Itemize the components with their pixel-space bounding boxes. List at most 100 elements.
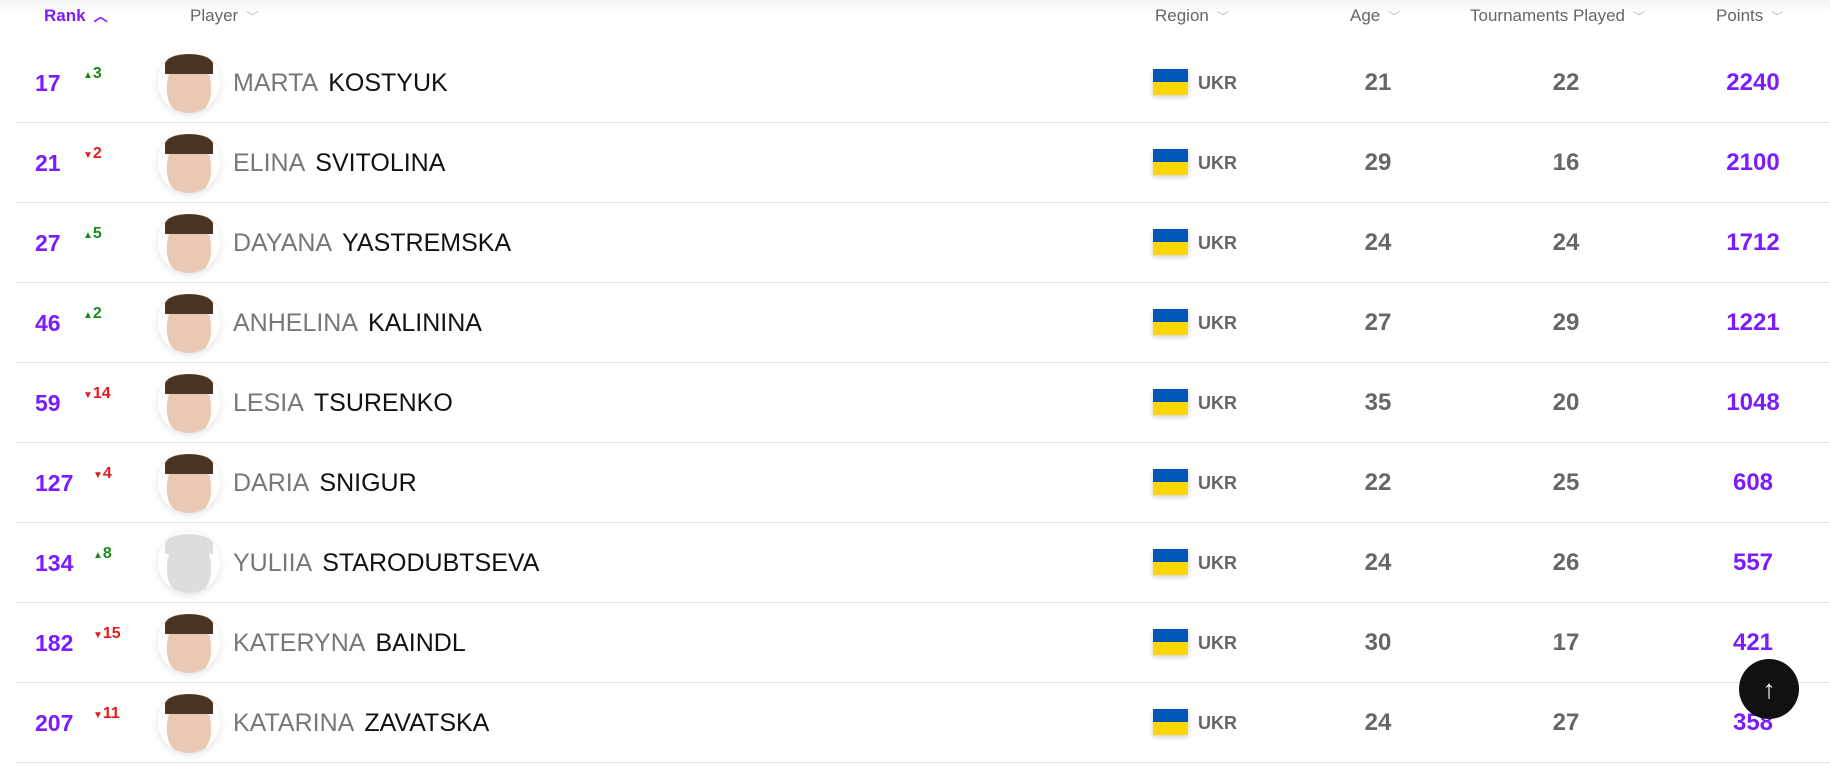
triangle-down-icon: ▼ bbox=[83, 150, 93, 161]
scroll-to-top-button[interactable]: ↑ bbox=[1739, 659, 1799, 719]
table-header: Rank ︿ Player ﹀ Region ﹀ Age ﹀ Tournaments P… bbox=[0, 0, 1830, 40]
table-row[interactable]: 182 ▼15 KATERYNA BAINDL UKR 30 17 421 bbox=[15, 603, 1830, 683]
sort-region[interactable]: Region ﹀ bbox=[1155, 6, 1229, 26]
points: 1048 bbox=[1726, 389, 1780, 416]
avatar[interactable] bbox=[158, 371, 220, 433]
ukraine-flag-icon bbox=[1153, 309, 1188, 335]
rank: 21 bbox=[35, 150, 61, 176]
sort-player[interactable]: Player ﹀ bbox=[190, 6, 258, 26]
age: 24 bbox=[1364, 229, 1392, 256]
table-row[interactable]: 21 ▼2 ELINA SVITOLINA UKR 29 16 2100 bbox=[15, 123, 1830, 203]
chevron-down-icon: ﹀ bbox=[1216, 9, 1229, 24]
rank-change: ▼2 bbox=[83, 145, 102, 163]
age: 21 bbox=[1364, 69, 1392, 96]
rank-change: ▼11 bbox=[93, 705, 120, 723]
last-name: YASTREMSKA bbox=[342, 229, 512, 257]
avatar[interactable] bbox=[158, 131, 220, 193]
first-name: DAYANA bbox=[233, 229, 333, 257]
region: UKR bbox=[1198, 153, 1237, 173]
sort-rank[interactable]: Rank ︿ bbox=[44, 6, 108, 26]
avatar[interactable] bbox=[158, 291, 220, 353]
triangle-down-icon: ▼ bbox=[83, 390, 93, 401]
avatar[interactable] bbox=[158, 691, 220, 753]
avatar[interactable] bbox=[158, 611, 220, 673]
rank-change-value: 4 bbox=[102, 465, 112, 482]
table-row[interactable]: 207 ▼11 KATARINA ZAVATSKA UKR 24 27 358 bbox=[15, 683, 1830, 763]
ukraine-flag-icon bbox=[1153, 469, 1188, 495]
rank-change: ▼4 bbox=[93, 465, 112, 483]
age-header-label: Age bbox=[1350, 6, 1381, 25]
player-photo bbox=[165, 694, 213, 753]
sort-tournaments[interactable]: Tournaments Played ﹀ bbox=[1470, 6, 1645, 26]
rank-change-value: 11 bbox=[102, 705, 120, 722]
player-name[interactable]: DAYANA YASTREMSKA bbox=[233, 203, 511, 283]
points: 2100 bbox=[1726, 149, 1780, 176]
table-row[interactable]: 46 ▲2 ANHELINA KALININA UKR 27 29 1221 bbox=[15, 283, 1830, 363]
region: UKR bbox=[1198, 393, 1237, 413]
sort-points[interactable]: Points ﹀ bbox=[1716, 6, 1783, 26]
player-photo bbox=[165, 134, 213, 193]
sort-age[interactable]: Age ﹀ bbox=[1350, 6, 1400, 26]
table-row[interactable]: 27 ▲5 DAYANA YASTREMSKA UKR 24 24 1712 bbox=[15, 203, 1830, 283]
rank-change-value: 2 bbox=[92, 145, 102, 162]
player-name[interactable]: KATERYNA BAINDL bbox=[233, 603, 466, 683]
last-name: TSURENKO bbox=[313, 389, 453, 417]
rank: 134 bbox=[35, 550, 74, 576]
triangle-up-icon: ▲ bbox=[83, 230, 93, 241]
ukraine-flag-icon bbox=[1153, 629, 1188, 655]
first-name: MARTA bbox=[233, 69, 319, 97]
rank: 27 bbox=[35, 230, 61, 256]
avatar[interactable] bbox=[158, 531, 220, 593]
player-name[interactable]: ANHELINA KALININA bbox=[233, 283, 482, 363]
triangle-down-icon: ▼ bbox=[93, 710, 103, 721]
avatar[interactable] bbox=[158, 211, 220, 273]
player-name[interactable]: KATARINA ZAVATSKA bbox=[233, 683, 489, 763]
chevron-down-icon: ﹀ bbox=[1388, 9, 1401, 24]
chevron-up-icon: ︿ bbox=[93, 8, 108, 24]
age: 29 bbox=[1364, 149, 1392, 176]
region: UKR bbox=[1198, 473, 1237, 493]
age: 24 bbox=[1364, 709, 1392, 736]
table-row[interactable]: 17 ▲3 MARTA KOSTYUK UKR 21 22 2240 bbox=[15, 43, 1830, 123]
avatar[interactable] bbox=[158, 451, 220, 513]
points: 421 bbox=[1732, 629, 1774, 656]
player-name[interactable]: LESIA TSURENKO bbox=[233, 363, 453, 443]
player-photo bbox=[165, 614, 213, 673]
last-name: SVITOLINA bbox=[315, 149, 446, 177]
player-header-label: Player bbox=[190, 6, 239, 25]
player-photo bbox=[165, 454, 213, 513]
rank: 46 bbox=[35, 310, 61, 336]
rank-header-label: Rank bbox=[44, 6, 86, 25]
table-row[interactable]: 59 ▼14 LESIA TSURENKO UKR 35 20 1048 bbox=[15, 363, 1830, 443]
points: 2240 bbox=[1726, 69, 1780, 96]
ukraine-flag-icon bbox=[1153, 709, 1188, 735]
last-name: ZAVATSKA bbox=[364, 709, 490, 737]
chevron-down-icon: ﹀ bbox=[1632, 9, 1645, 24]
player-photo bbox=[165, 534, 213, 593]
rank-change-value: 3 bbox=[92, 65, 102, 82]
triangle-up-icon: ▲ bbox=[93, 550, 103, 561]
rank: 59 bbox=[35, 390, 61, 416]
last-name: KALININA bbox=[368, 309, 482, 337]
region: UKR bbox=[1198, 313, 1237, 333]
player-name[interactable]: ELINA SVITOLINA bbox=[233, 123, 445, 203]
player-photo bbox=[165, 374, 213, 433]
tournaments-played: 22 bbox=[1552, 69, 1580, 96]
rank-change-value: 5 bbox=[92, 225, 102, 242]
first-name: ANHELINA bbox=[233, 309, 359, 337]
tournaments-played: 24 bbox=[1552, 229, 1580, 256]
first-name: KATARINA bbox=[233, 709, 355, 737]
age: 35 bbox=[1364, 389, 1392, 416]
ukraine-flag-icon bbox=[1153, 149, 1188, 175]
player-name[interactable]: DARIA SNIGUR bbox=[233, 443, 417, 523]
tournaments-played: 29 bbox=[1552, 309, 1580, 336]
rank-change-value: 15 bbox=[102, 625, 121, 642]
avatar[interactable] bbox=[158, 51, 220, 113]
triangle-down-icon: ▼ bbox=[93, 470, 103, 481]
player-name[interactable]: MARTA KOSTYUK bbox=[233, 43, 448, 123]
player-name[interactable]: YULIIA STARODUBTSEVA bbox=[233, 523, 539, 603]
table-row[interactable]: 134 ▲8 YULIIA STARODUBTSEVA UKR 24 26 557 bbox=[15, 523, 1830, 603]
table-row[interactable]: 127 ▼4 DARIA SNIGUR UKR 22 25 608 bbox=[15, 443, 1830, 523]
first-name: KATERYNA bbox=[233, 629, 366, 657]
tournaments-played: 16 bbox=[1552, 149, 1580, 176]
